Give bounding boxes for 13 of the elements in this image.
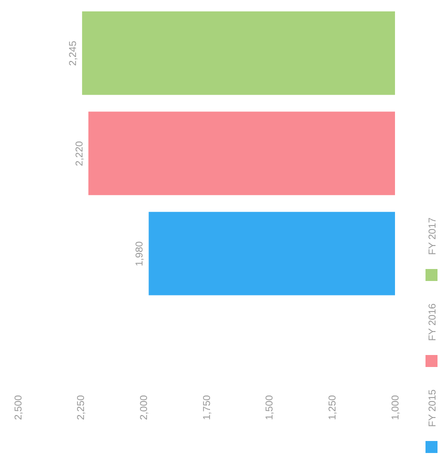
text: FY 2016 bbox=[427, 302, 438, 341]
x-tick-label: 2,250 bbox=[76, 394, 88, 420]
x-tick-label: 1,750 bbox=[202, 394, 213, 420]
data-label: 2,245 bbox=[68, 40, 80, 66]
text: FY 2017 bbox=[427, 216, 438, 255]
x-tick-label: 2,500 bbox=[13, 394, 24, 420]
x-tick-label: 1,250 bbox=[327, 394, 338, 420]
x-tick-label: 1,000 bbox=[390, 394, 402, 420]
data-label: 2,220 bbox=[74, 140, 86, 166]
text: FY 2015 bbox=[427, 388, 438, 427]
x-tick-label: 1,500 bbox=[264, 394, 276, 420]
data-label: 1,980 bbox=[134, 240, 146, 266]
x-tick-label: 2,000 bbox=[138, 394, 150, 420]
